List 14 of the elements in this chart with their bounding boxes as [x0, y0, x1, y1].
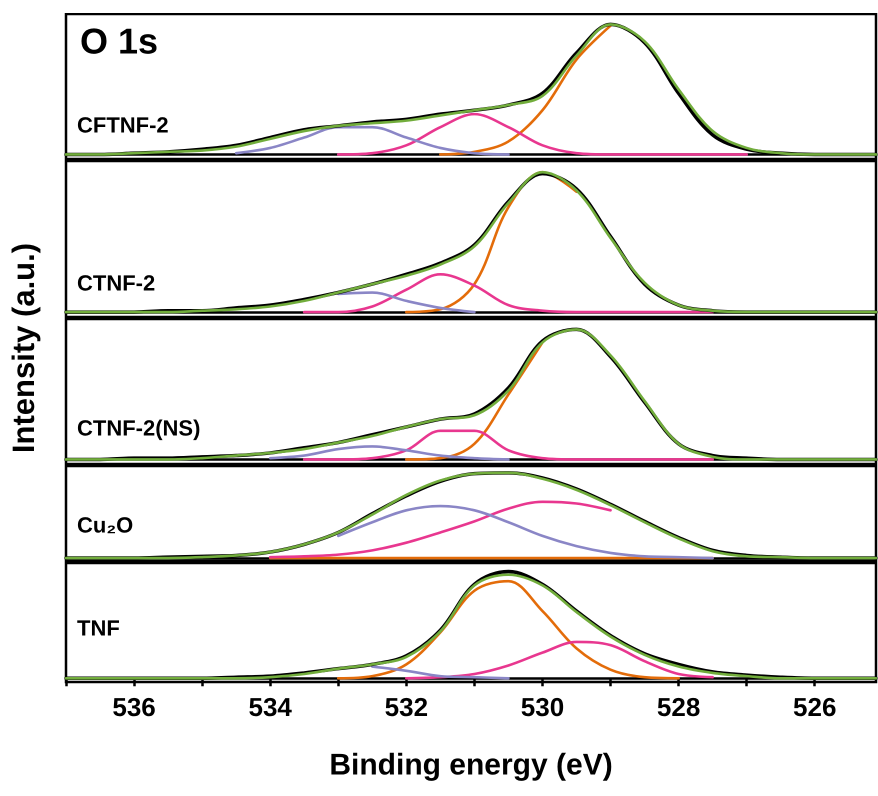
text: CTNF-2(NS) [77, 416, 200, 440]
text: CTNF-2 [77, 270, 156, 296]
x-tick-label: 526 [793, 692, 836, 722]
x-tick-label: 536 [112, 692, 156, 722]
x-tick-label: 530 [520, 692, 564, 722]
text: CFTNF-2 [77, 112, 169, 138]
x-tick-label: 528 [656, 692, 700, 722]
text: Cu₂O [77, 512, 134, 538]
annotation: O 1s [80, 20, 158, 62]
text: TNF [77, 616, 120, 640]
x-tick-label: 534 [248, 692, 292, 722]
x-tick-label: 532 [384, 692, 428, 722]
x-axis-title: Binding energy (eV) [329, 748, 613, 782]
y-axis-title: Intensity (a.u.) [6, 242, 42, 454]
